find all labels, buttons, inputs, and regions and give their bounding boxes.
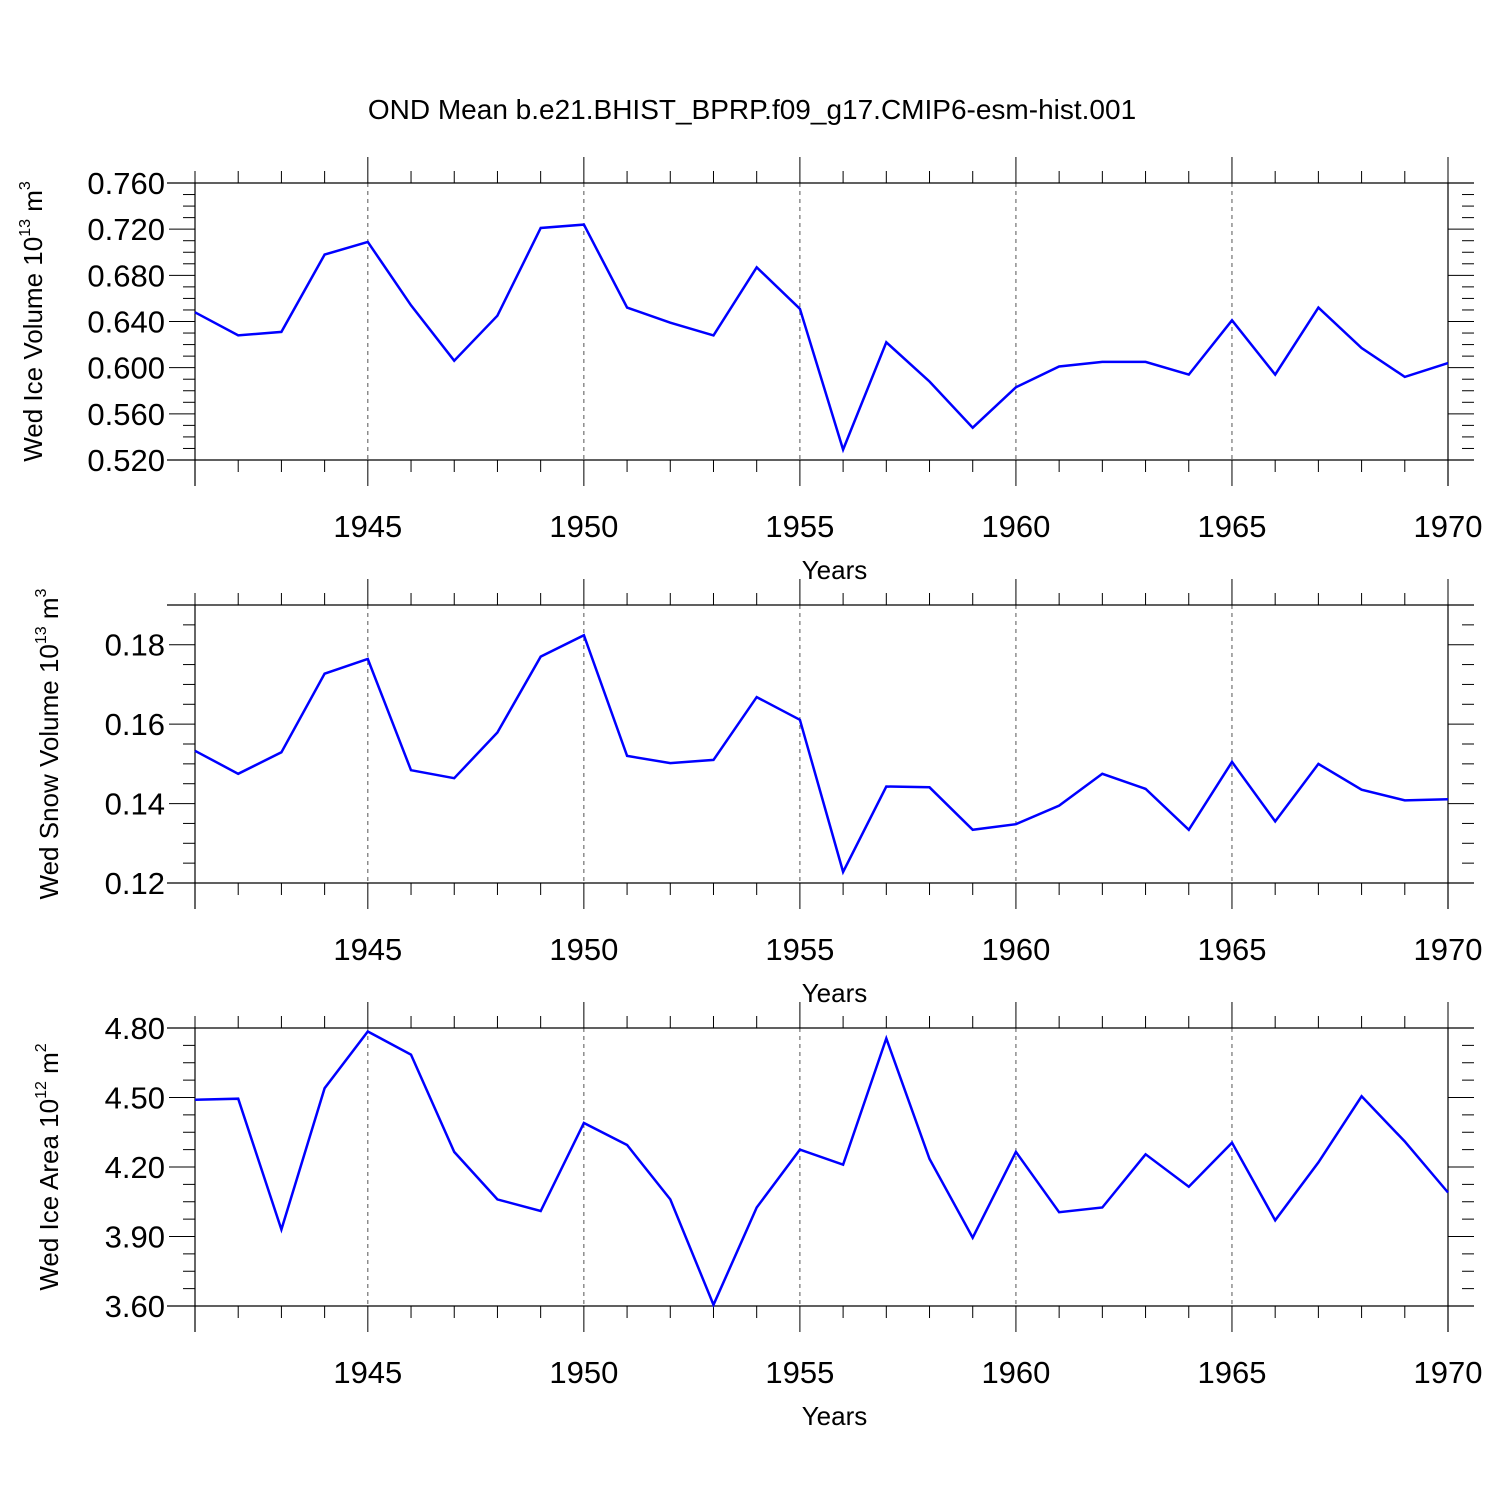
y-tick-label: 0.600 — [87, 351, 165, 386]
x-tick-label: 1945 — [333, 932, 402, 967]
x-tick-label: 1950 — [549, 932, 618, 967]
y-axis-label: Wed Ice Volume 1013 m3 — [17, 181, 48, 462]
chart-panel-2: 0.12 0.14 0.16 0.18 1945 1950 1955 1960 1965 1970… — [33, 579, 1482, 1008]
y-axis-label: Wed Ice Area 1012 m2 — [33, 1043, 64, 1290]
x-axis-label: Years — [802, 978, 868, 1008]
series-line — [194, 633, 1449, 876]
y-tick-label: 0.560 — [87, 397, 165, 432]
x-axis-label: Years — [802, 1401, 868, 1431]
y-tick-label: 4.50 — [105, 1081, 165, 1116]
y-tick-label: 0.14 — [105, 787, 165, 822]
y-axis-label: Wed Snow Volume 1013 m3 — [33, 588, 64, 899]
series-line — [194, 1029, 1449, 1308]
y-tick-label: 0.12 — [105, 866, 165, 901]
y-tick-label: 0.720 — [87, 212, 165, 247]
x-tick-label: 1945 — [333, 1355, 402, 1390]
x-axis-label: Years — [802, 555, 868, 585]
x-tick-label: 1960 — [981, 932, 1050, 967]
x-tick-label: 1955 — [765, 932, 834, 967]
y-tick-label: 0.18 — [105, 628, 165, 663]
series-line — [194, 223, 1449, 454]
y-tick-label: 0.760 — [87, 166, 165, 201]
y-tick-label: 4.80 — [105, 1011, 165, 1046]
y-tick-label: 0.16 — [105, 707, 165, 742]
x-tick-label: 1960 — [981, 1355, 1050, 1390]
y-tick-label: 0.520 — [87, 443, 165, 478]
y-tick-label: 4.20 — [105, 1150, 165, 1185]
x-tick-label: 1950 — [549, 1355, 618, 1390]
x-tick-label: 1955 — [765, 509, 834, 544]
y-tick-label: 3.60 — [105, 1289, 165, 1324]
y-tick-label: 0.640 — [87, 305, 165, 340]
chart-panel-1: 0.520 0.560 0.600 0.640 0.680 0.720 0.760 1945 1… — [17, 157, 1482, 585]
x-tick-label: 1970 — [1414, 932, 1483, 967]
chart-title: OND Mean b.e21.BHIST_BPRP.f09_g17.CMIP6-… — [368, 94, 1136, 125]
y-tick-label: 3.90 — [105, 1220, 165, 1255]
y-tick-label: 0.680 — [87, 258, 165, 293]
x-tick-label: 1955 — [765, 1355, 834, 1390]
x-tick-label: 1950 — [549, 509, 618, 544]
chart-panel-3: 3.60 3.90 4.20 4.50 4.80 1945 1950 1955 1960 1965… — [33, 1002, 1482, 1431]
x-tick-label: 1965 — [1197, 1355, 1266, 1390]
x-tick-label: 1945 — [333, 509, 402, 544]
x-tick-label: 1970 — [1414, 1355, 1483, 1390]
x-tick-label: 1960 — [981, 509, 1050, 544]
x-tick-label: 1970 — [1414, 509, 1483, 544]
x-tick-label: 1965 — [1197, 932, 1266, 967]
x-tick-label: 1965 — [1197, 509, 1266, 544]
